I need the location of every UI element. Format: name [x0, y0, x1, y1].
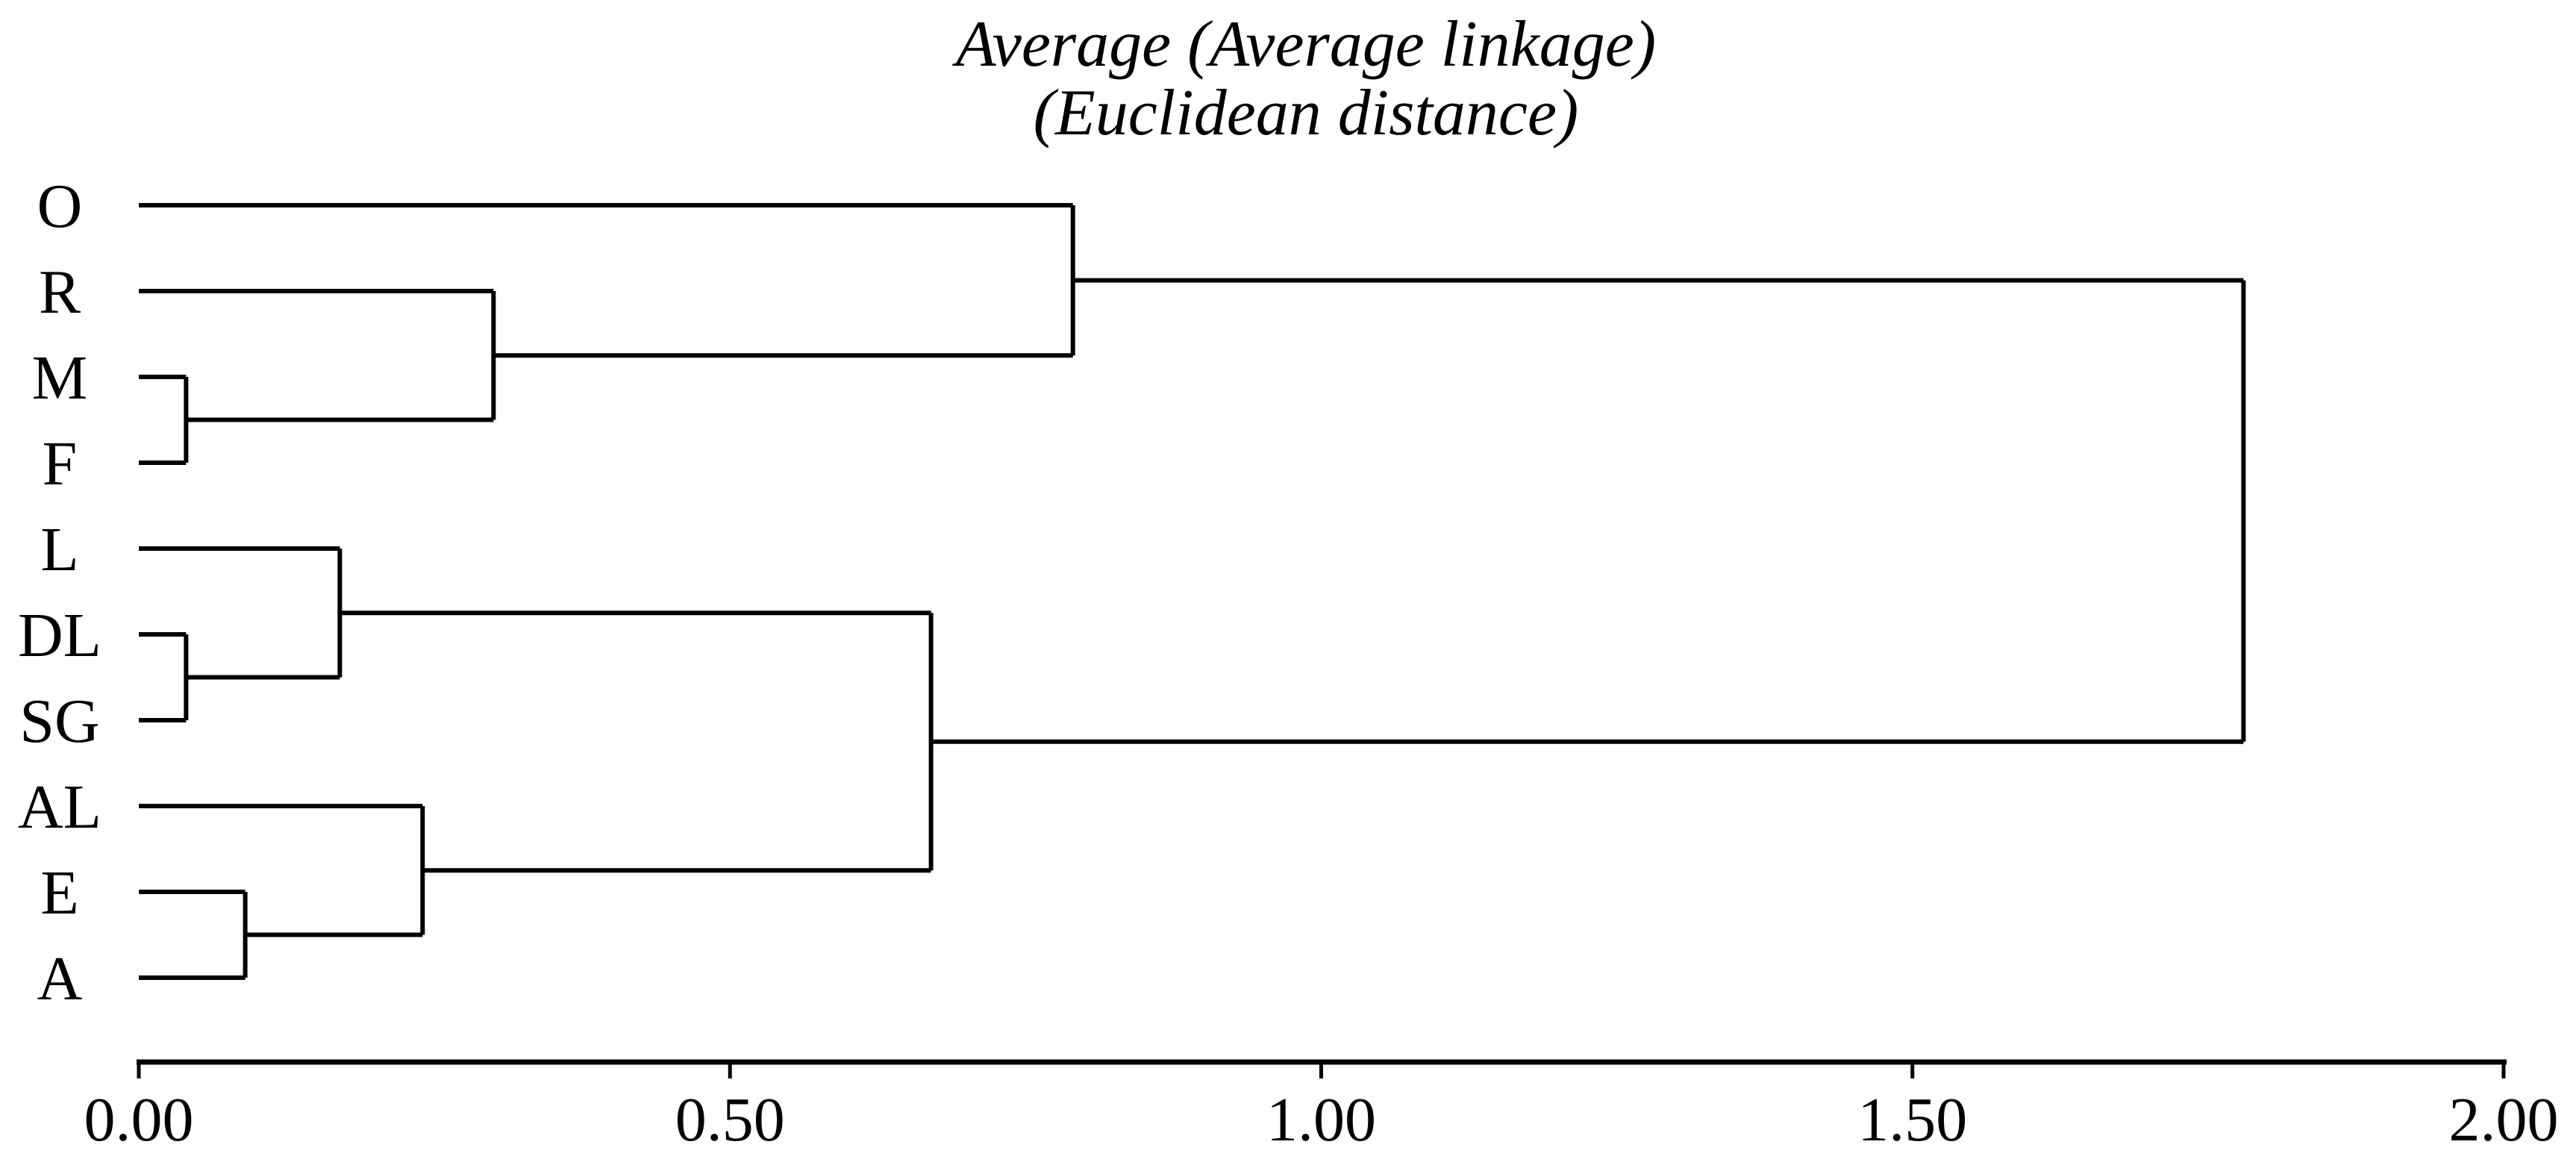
x-axis-tick-label: 2.00: [2449, 1085, 2559, 1155]
x-axis-tick-label: 0.00: [84, 1085, 194, 1155]
leaf-label-al: AL: [18, 772, 101, 842]
chart-title-line1: Average (Average linkage): [952, 8, 1656, 81]
x-axis: 0.00 0.50 1.00 1.50 2.00: [84, 1059, 2559, 1155]
leaf-label-o: O: [37, 172, 83, 241]
x-axis-tick-label: 1.00: [1266, 1085, 1376, 1155]
x-axis-tick-label: 0.50: [675, 1085, 785, 1155]
leaf-label-e: E: [40, 858, 78, 928]
leaf-label-m: M: [32, 343, 88, 413]
chart-title-line2: (Euclidean distance): [1034, 77, 1579, 149]
dendrogram-tree: [139, 203, 2246, 980]
leaf-label-a: A: [37, 944, 83, 1014]
leaf-label-sg: SG: [19, 687, 99, 756]
leaf-label-r: R: [39, 257, 81, 327]
leaf-label-f: F: [43, 429, 78, 499]
leaf-label-dl: DL: [18, 601, 101, 670]
leaf-label-l: L: [40, 515, 78, 584]
x-axis-tick-label: 1.50: [1857, 1085, 1967, 1155]
